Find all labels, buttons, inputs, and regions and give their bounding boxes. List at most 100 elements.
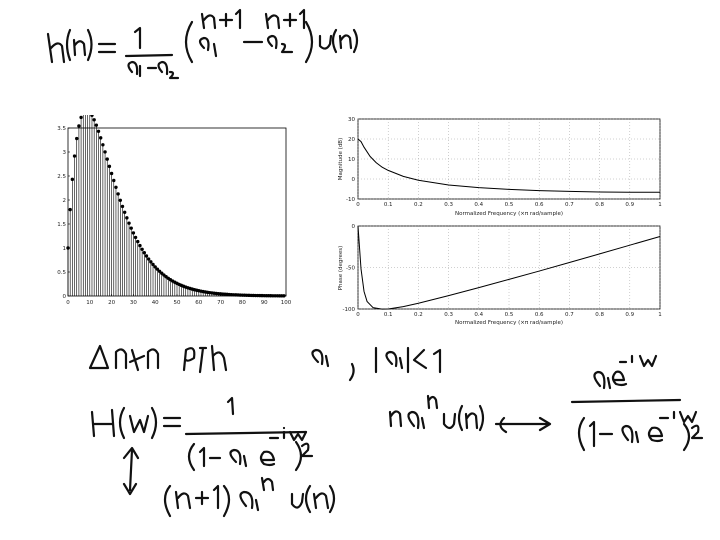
x-tick-label: 60 bbox=[195, 300, 202, 306]
y-tick-label: 0 bbox=[352, 177, 356, 183]
magnitude-ylabel: Magnitude (dB) bbox=[338, 138, 344, 180]
stem-point bbox=[153, 265, 157, 269]
x-tick-label: 0.2 bbox=[414, 202, 423, 208]
stem-point bbox=[118, 198, 123, 202]
x-tick-label: 0.7 bbox=[565, 202, 574, 208]
x-tick-label: 0.5 bbox=[505, 312, 514, 318]
x-tick-label: 0.9 bbox=[625, 202, 634, 208]
stem-point bbox=[133, 235, 138, 240]
x-tick-label: 0 bbox=[356, 312, 360, 318]
x-tick-label: 30 bbox=[130, 300, 137, 306]
stem-point bbox=[96, 129, 101, 133]
stem-point bbox=[120, 204, 125, 209]
x-tick-label: 0.4 bbox=[474, 312, 483, 318]
x-tick-label: 90 bbox=[261, 300, 268, 306]
x-tick-label: 0.1 bbox=[384, 202, 393, 208]
stem-point bbox=[68, 207, 72, 212]
x-tick-label: 0.5 bbox=[505, 202, 514, 208]
y-tick-label: 1.5 bbox=[57, 222, 66, 228]
y-tick-label: 3 bbox=[63, 150, 67, 156]
x-tick-label: 50 bbox=[174, 300, 181, 306]
stem-point bbox=[140, 247, 144, 251]
y-tick-label: 10 bbox=[348, 157, 355, 163]
stem-point bbox=[103, 150, 107, 154]
stem-point bbox=[125, 216, 129, 220]
x-tick-label: 0.3 bbox=[444, 202, 453, 208]
stem-point bbox=[116, 192, 120, 196]
x-tick-label: 1 bbox=[658, 312, 662, 318]
y-tick-label: 30 bbox=[348, 117, 355, 123]
stem-point bbox=[101, 143, 105, 147]
y-tick-label: 1 bbox=[63, 246, 67, 252]
x-tick-label: 0.6 bbox=[535, 202, 544, 208]
series-line bbox=[357, 225, 661, 310]
stem-point bbox=[122, 210, 127, 214]
pair-formula bbox=[388, 354, 704, 452]
x-tick-label: 10 bbox=[86, 300, 93, 306]
stem-plot: 0 10 20 30 40 50 60 70 80 90 100 0 0.5 1 1.5 2 2.5 3 3.5 bbox=[57, 115, 292, 306]
y-tick-label: 0 bbox=[352, 224, 356, 230]
stem-point bbox=[72, 154, 77, 158]
middle-note bbox=[88, 344, 442, 382]
x-tick-label: 40 bbox=[152, 300, 159, 306]
x-tick-label: 80 bbox=[239, 300, 246, 306]
H-formula bbox=[90, 396, 314, 472]
y-tick-label: -10 bbox=[346, 197, 355, 203]
x-tick-label: 0 bbox=[356, 202, 360, 208]
y-tick-label: 0 bbox=[63, 294, 67, 300]
x-tick-label: 0.2 bbox=[414, 312, 423, 318]
x-tick-label: 0.9 bbox=[625, 312, 634, 318]
bottom-formula bbox=[122, 446, 336, 518]
stem-point bbox=[136, 239, 140, 244]
x-tick-label: 1 bbox=[658, 202, 662, 208]
stem-point bbox=[79, 115, 83, 120]
y-tick-label: 2 bbox=[63, 198, 67, 204]
stem-point bbox=[77, 124, 81, 128]
x-tick-label: 0.6 bbox=[535, 312, 544, 318]
stem-point bbox=[138, 243, 142, 248]
y-tick-label: -100 bbox=[343, 307, 356, 313]
stem-point bbox=[149, 260, 153, 264]
phase-ylabel: Phase (degrees) bbox=[338, 246, 344, 291]
x-tick-label: 20 bbox=[108, 300, 115, 306]
y-tick-label: 2.5 bbox=[57, 174, 66, 180]
top-formula bbox=[46, 8, 359, 80]
stem-point bbox=[70, 177, 75, 182]
phase-plot: 0 0.1 0.2 0.3 0.4 0.5 0.6 0.7 0.8 0.9 1 -100 -50 0 Ph… bbox=[338, 224, 662, 326]
stem-point bbox=[94, 123, 99, 127]
x-tick-label: 0.7 bbox=[565, 312, 574, 318]
x-tick-label: 100 bbox=[281, 300, 292, 306]
y-tick-label: 3.5 bbox=[57, 126, 66, 132]
stem-point bbox=[107, 164, 112, 169]
x-tick-label: 0.4 bbox=[474, 202, 483, 208]
x-tick-label: 0.1 bbox=[384, 312, 393, 318]
phase-xlabel: Normalized Frequency (×π rad/sample) bbox=[455, 320, 563, 326]
series-line bbox=[357, 138, 660, 193]
magnitude-xlabel: Normalized Frequency (×π rad/sample) bbox=[455, 211, 563, 217]
stem-point bbox=[151, 262, 155, 267]
x-tick-label: 70 bbox=[217, 300, 224, 306]
stem-point bbox=[109, 171, 114, 176]
stem-point bbox=[129, 226, 133, 230]
stem-point bbox=[112, 178, 116, 183]
x-tick-label: 0.8 bbox=[595, 312, 604, 318]
stem-point bbox=[90, 115, 94, 117]
y-tick-label: 0.5 bbox=[57, 270, 66, 276]
stem-point bbox=[144, 254, 149, 258]
stem-point bbox=[99, 136, 103, 140]
stem-point bbox=[127, 221, 131, 225]
stem-point bbox=[142, 251, 146, 255]
stem-point bbox=[75, 136, 79, 141]
x-tick-label: 0 bbox=[66, 300, 70, 306]
stem-point bbox=[146, 257, 151, 261]
stem-point bbox=[105, 157, 109, 161]
stem-point bbox=[114, 185, 118, 189]
stem-point bbox=[282, 294, 286, 298]
y-tick-label: 20 bbox=[348, 137, 355, 143]
x-tick-label: 0.3 bbox=[444, 312, 453, 318]
stem-point bbox=[92, 118, 96, 122]
x-tick-label: 0.8 bbox=[595, 202, 604, 208]
magnitude-plot: 0 0.1 0.2 0.3 0.4 0.5 0.6 0.7 0.8 0.9 1-100102030 … bbox=[338, 117, 662, 217]
stem-point bbox=[155, 267, 160, 271]
